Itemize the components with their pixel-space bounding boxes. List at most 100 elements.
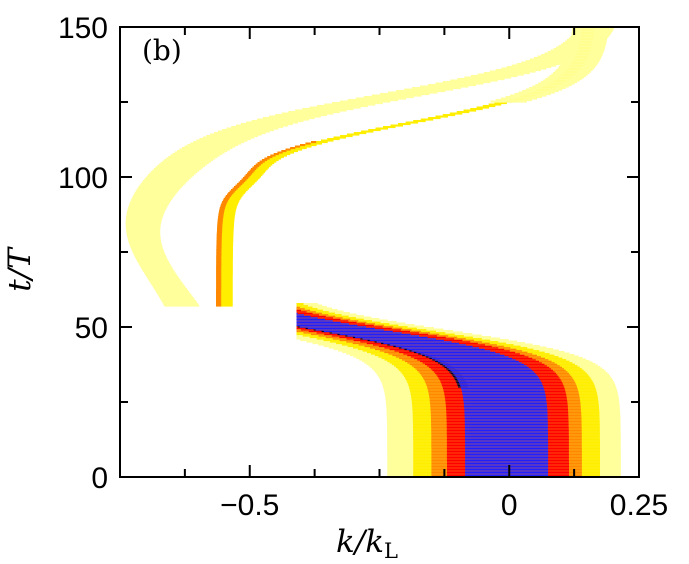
- heatmap-cell-yellow: [220, 262, 233, 265]
- heatmap-cell-pale: [146, 276, 179, 279]
- heatmap-cell-orange: [234, 186, 240, 189]
- heatmap-cell-pale: [130, 246, 163, 249]
- heatmap-cell-yellow: [220, 283, 233, 286]
- heatmap-cell-pale: [412, 87, 461, 90]
- heatmap-cell-pale: [133, 252, 165, 255]
- heatmap-cell-pale: [529, 87, 566, 90]
- heatmap-cell-yellow: [220, 237, 234, 240]
- heatmap-cell-blue: [465, 453, 549, 456]
- heatmap-cell-yellow: [220, 274, 233, 277]
- heatmap-cell-pale: [518, 91, 555, 94]
- heatmap-cell-orange: [217, 217, 224, 220]
- heatmap-cell-yellow: [222, 214, 235, 217]
- heatmap-cell-orange: [216, 241, 222, 244]
- heatmap-cell-pale: [150, 282, 183, 285]
- heatmap-cell-pale: [288, 111, 340, 114]
- heatmap-cell-pale: [128, 241, 162, 244]
- heatmap-cell-yellow: [220, 270, 233, 273]
- heatmap-cell-blue: [456, 376, 539, 379]
- heatmap-cell-orange: [218, 214, 224, 217]
- heatmap-cell-pale: [146, 175, 193, 178]
- heatmap-cell-blue: [461, 387, 544, 390]
- heatmap-cell-yellow: [488, 103, 502, 106]
- heatmap-cell-pale: [133, 193, 176, 196]
- heatmap-cell-blue: [355, 336, 428, 339]
- heatmap-cell-pale: [137, 187, 181, 190]
- heatmap-cell-pale: [126, 214, 164, 217]
- heatmap-cell-blue: [465, 459, 549, 462]
- heatmap-cell-pale: [471, 75, 518, 78]
- heatmap-cell-yellow: [220, 301, 233, 304]
- heatmap-cell-orange: [240, 180, 246, 183]
- heatmap-cell-blue: [395, 345, 473, 348]
- heatmap-cell-pale: [129, 202, 170, 205]
- heatmap-cell-blue: [464, 426, 548, 429]
- heatmap-cell-orange: [216, 256, 222, 259]
- heatmap-cell-pale: [134, 255, 166, 258]
- heatmap-cell-pale: [501, 67, 547, 70]
- heatmap-cell-yellow: [220, 258, 233, 261]
- heatmap-cell-orange: [216, 300, 222, 303]
- heatmap-cell-yellow: [220, 250, 233, 253]
- heatmap-cell-orange: [217, 229, 223, 232]
- heatmap-cell-blue: [296, 315, 311, 318]
- heatmap-cell-yellow: [277, 153, 291, 156]
- heatmap-cell-pale: [457, 78, 505, 81]
- y-tick-label: 50: [75, 312, 108, 345]
- heatmap-cell-blue: [411, 349, 491, 352]
- heatmap-cell-pale: [140, 265, 172, 268]
- heatmap-cell-orange: [216, 301, 222, 304]
- heatmap-cell-pale: [572, 27, 609, 30]
- heatmap-cell-orange: [218, 213, 224, 216]
- heatmap-cell-yellow: [296, 306, 313, 309]
- heatmap-cell-blue: [465, 462, 549, 465]
- heatmap-cell-yellow: [233, 190, 247, 193]
- heatmap-cell-orange: [296, 306, 300, 309]
- heatmap-cell-pale: [246, 121, 298, 124]
- x-axis-label-subscript: L: [384, 539, 398, 563]
- heatmap-cell-red: [296, 309, 301, 312]
- heatmap-cell-yellow: [261, 162, 275, 165]
- heatmap-cell-yellow: [220, 243, 234, 246]
- heatmap-cell-yellow: [309, 142, 322, 145]
- heatmap-cell-yellow: [252, 171, 265, 174]
- heatmap-cell-blue: [440, 361, 522, 364]
- heatmap-cell-pale: [179, 148, 230, 151]
- heatmap-cell-yellow: [220, 279, 233, 282]
- heatmap-cell-blue: [465, 432, 548, 435]
- heatmap-cell-orange: [216, 288, 222, 291]
- heatmap-cell-blue: [465, 442, 549, 445]
- heatmap-cell-pale: [135, 256, 167, 259]
- heatmap-cell-yellow: [220, 268, 233, 271]
- heatmap-cell-yellow: [259, 163, 273, 166]
- heatmap-cell-orange: [216, 232, 222, 235]
- heatmap-cell-pale: [132, 196, 174, 199]
- heatmap-cell-orange: [216, 267, 222, 270]
- heatmap-cell-yellow: [247, 177, 260, 180]
- heatmap-cell-pale: [139, 184, 184, 187]
- heatmap-cell-orange: [281, 150, 287, 153]
- heatmap-cell-orange: [216, 244, 222, 247]
- heatmap-cell-yellow: [223, 208, 237, 211]
- heatmap-cell-yellow: [470, 108, 483, 111]
- heatmap-cell-blue: [464, 424, 548, 427]
- x-axis-label-main: k/k: [336, 524, 384, 560]
- heatmap-cell-yellow: [220, 238, 234, 241]
- heatmap-cell-orange: [217, 219, 223, 222]
- heatmap-cell-orange: [225, 195, 231, 198]
- heatmap-cell-pale: [495, 69, 541, 72]
- heatmap-cell-blue: [464, 406, 548, 409]
- heatmap-cell-pale: [571, 31, 609, 34]
- heatmap-cell-orange: [216, 237, 222, 240]
- heatmap-cell-blue: [420, 352, 501, 355]
- heatmap-cell-orange: [231, 189, 237, 192]
- heatmap-cell-pale: [556, 69, 593, 72]
- heatmap-cell-yellow: [253, 169, 267, 172]
- heatmap-cell-yellow: [220, 297, 233, 300]
- heatmap-cell-yellow: [296, 303, 304, 306]
- heatmap-cell-pale: [506, 66, 552, 69]
- heatmap-cell-pale: [127, 208, 166, 211]
- heatmap-cell-orange: [220, 204, 226, 207]
- heatmap-cell-pale: [571, 36, 608, 39]
- heatmap-cell-orange: [257, 162, 263, 165]
